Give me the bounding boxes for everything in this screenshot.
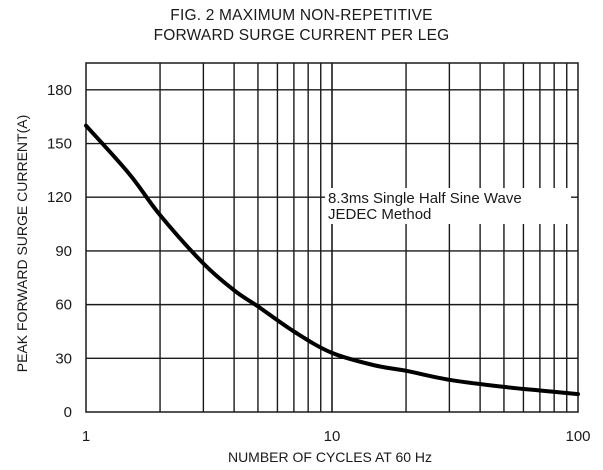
y-tick-label: 120 bbox=[47, 189, 72, 206]
chart-subtitle: FORWARD SURGE CURRENT PER LEG bbox=[153, 27, 450, 44]
y-tick-label: 0 bbox=[64, 404, 72, 421]
series bbox=[84, 123, 580, 397]
axis-ticks: 0 30 60 90 120 150 180 1 10 100 bbox=[47, 82, 591, 445]
x-tick-label: 10 bbox=[324, 428, 341, 445]
y-tick-label: 180 bbox=[47, 82, 72, 99]
y-tick-label: 30 bbox=[55, 350, 72, 367]
y-tick-label: 60 bbox=[55, 297, 72, 314]
series-line bbox=[84, 123, 580, 397]
y-tick-label: 150 bbox=[47, 136, 72, 153]
x-axis-label: NUMBER OF CYCLES AT 60 Hz bbox=[228, 449, 432, 465]
x-tick-label: 100 bbox=[565, 428, 590, 445]
plot-frame bbox=[85, 62, 579, 413]
chart-title: FIG. 2 MAXIMUM NON-REPETITIVE bbox=[170, 7, 433, 24]
annotation-line-1: 8.3ms Single Half Sine Wave bbox=[328, 190, 522, 207]
grid bbox=[86, 63, 578, 412]
annotation-line-2: JEDEC Method bbox=[328, 206, 431, 223]
y-tick-label: 90 bbox=[55, 243, 72, 260]
y-axis-label: PEAK FORWARD SURGE CURRENT(A) bbox=[14, 115, 30, 372]
annotation-background bbox=[325, 188, 571, 224]
x-tick-label: 1 bbox=[82, 428, 90, 445]
